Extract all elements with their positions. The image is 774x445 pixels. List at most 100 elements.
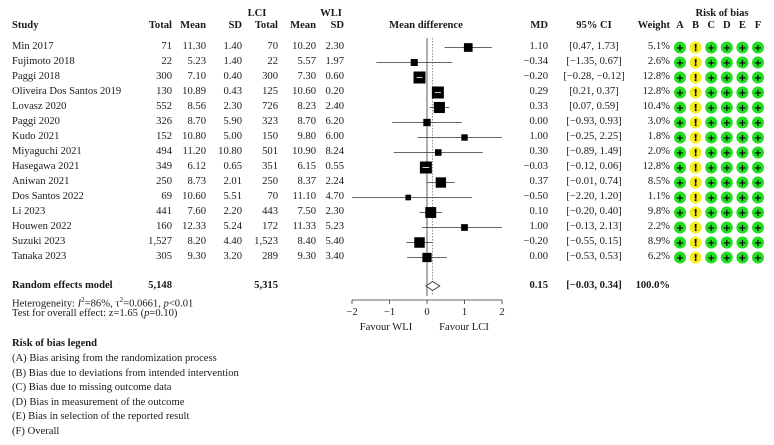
rob-indicator-low bbox=[720, 116, 733, 129]
i2-value: =86%, bbox=[84, 298, 116, 310]
pooled-label: Random effects model bbox=[12, 280, 113, 291]
rob-letter-e: E bbox=[738, 20, 746, 31]
heterogeneity-line: Heterogeneity: I2=86%, τ2=0.0661, p<0.01 bbox=[12, 294, 193, 311]
plus-icon: + bbox=[676, 148, 684, 159]
rob-indicator-some-concerns bbox=[689, 56, 702, 69]
header-weight: Weight bbox=[637, 20, 670, 31]
pooled-md: 0.15 bbox=[529, 280, 548, 291]
header-ci: 95% CI bbox=[576, 20, 612, 31]
md-value: 0.00 bbox=[529, 251, 548, 262]
plus-icon: + bbox=[707, 118, 715, 129]
rob-indicator-low bbox=[705, 146, 718, 159]
legend-item: (F) Overall bbox=[12, 425, 60, 437]
plus-icon: + bbox=[707, 88, 715, 99]
plus-icon: + bbox=[707, 58, 715, 69]
plus-icon: + bbox=[707, 253, 715, 264]
wli-total: 70 bbox=[267, 191, 278, 202]
plus-icon: + bbox=[723, 148, 731, 159]
plus-icon: + bbox=[723, 73, 731, 84]
wli-mean: 10.90 bbox=[292, 146, 316, 157]
plus-icon: + bbox=[738, 208, 746, 219]
plus-icon: + bbox=[676, 193, 684, 204]
study-point bbox=[461, 134, 468, 141]
lci-total: 300 bbox=[156, 71, 172, 82]
plus-icon: + bbox=[676, 88, 684, 99]
lci-total: 305 bbox=[156, 251, 172, 262]
rob-indicator-low bbox=[674, 251, 686, 264]
pooled-wli-total: 5,315 bbox=[254, 280, 278, 291]
plus-icon: + bbox=[738, 43, 746, 54]
wli-total: 125 bbox=[262, 86, 278, 97]
plus-icon: + bbox=[723, 208, 731, 219]
plus-icon: + bbox=[707, 163, 715, 174]
study-name: Li 2023 bbox=[12, 206, 46, 217]
ci-value: [−0.53, 0.53] bbox=[566, 251, 622, 262]
ci-value: [−0.20, 0.40] bbox=[566, 206, 622, 217]
wli-total: 150 bbox=[262, 131, 278, 142]
wli-sd: 2.40 bbox=[325, 101, 344, 112]
rob-indicator-low bbox=[736, 206, 749, 219]
rob-indicator-some-concerns bbox=[689, 146, 702, 159]
rob-indicator-low bbox=[736, 101, 749, 114]
plus-icon: + bbox=[707, 43, 715, 54]
lci-mean: 12.33 bbox=[182, 221, 206, 232]
study-name: Paggi 2018 bbox=[12, 71, 60, 82]
rob-indicator-low bbox=[705, 56, 718, 69]
study-point bbox=[434, 149, 442, 156]
rob-letter-b: B bbox=[692, 20, 700, 31]
header-risk-of-bias: Risk of bias bbox=[695, 8, 749, 19]
plus-icon: + bbox=[723, 88, 731, 99]
rob-indicator-low bbox=[720, 131, 733, 144]
plus-icon: + bbox=[754, 253, 762, 264]
rob-indicator-low bbox=[720, 86, 733, 99]
rob-letter-d: D bbox=[722, 20, 731, 31]
tau-sup: 2 bbox=[119, 296, 124, 304]
header-wli-mean: Mean bbox=[290, 20, 316, 31]
favour-right-label: Favour LCI bbox=[439, 322, 489, 333]
wli-total: 22 bbox=[267, 56, 278, 67]
md-value: −0.50 bbox=[523, 191, 548, 202]
rob-indicator-some-concerns bbox=[689, 236, 702, 249]
plus-icon: + bbox=[754, 73, 762, 84]
plus-icon: + bbox=[738, 58, 746, 69]
weight-value: 12.8% bbox=[642, 71, 670, 82]
lci-total: 1,527 bbox=[148, 236, 172, 247]
plus-icon: + bbox=[707, 178, 715, 189]
tau-symbol: τ bbox=[115, 298, 120, 310]
plus-icon: + bbox=[676, 178, 684, 189]
plus-icon: + bbox=[738, 103, 746, 114]
plus-icon: + bbox=[707, 148, 715, 159]
exclamation-icon: ! bbox=[693, 103, 698, 114]
weight-value: 2.2% bbox=[647, 221, 670, 232]
plus-icon: + bbox=[738, 73, 746, 84]
wli-total: 172 bbox=[262, 221, 278, 232]
lci-mean: 11.20 bbox=[182, 146, 206, 157]
legend-item: (C) Bias due to missing outcome data bbox=[12, 382, 172, 393]
forest-plot: −2 −1 0 1 2 +! + + + + +! + + + + +! + + + + +! + + + + +! + + + + +! +… bbox=[346, 38, 764, 318]
wli-total: 300 bbox=[262, 71, 278, 82]
rob-indicator-low bbox=[736, 221, 749, 234]
study-point bbox=[423, 118, 431, 127]
rob-indicator-some-concerns bbox=[689, 206, 702, 219]
lci-sd: 2.01 bbox=[223, 176, 242, 187]
lci-mean: 8.56 bbox=[187, 101, 206, 112]
rob-indicator-low bbox=[674, 176, 686, 189]
plus-icon: + bbox=[676, 253, 684, 264]
weight-value: 1.1% bbox=[647, 191, 670, 202]
wli-total: 726 bbox=[262, 101, 278, 112]
wli-sd: 5.23 bbox=[325, 221, 344, 232]
plus-icon: + bbox=[723, 238, 731, 249]
lci-mean: 10.80 bbox=[182, 131, 206, 142]
plus-icon: + bbox=[738, 148, 746, 159]
wli-mean: 11.33 bbox=[292, 221, 316, 232]
exclamation-icon: ! bbox=[693, 88, 698, 99]
study-point bbox=[414, 237, 425, 248]
plus-icon: + bbox=[723, 133, 731, 144]
wli-sd: 0.55 bbox=[325, 161, 344, 172]
weight-value: 8.9% bbox=[647, 236, 670, 247]
rob-indicator-low bbox=[736, 161, 749, 174]
lci-total: 152 bbox=[156, 131, 172, 142]
pooled-diamond bbox=[425, 280, 441, 292]
legend-item: (B) Bias due to deviations from intended… bbox=[12, 367, 239, 379]
wli-mean: 8.70 bbox=[297, 116, 316, 127]
